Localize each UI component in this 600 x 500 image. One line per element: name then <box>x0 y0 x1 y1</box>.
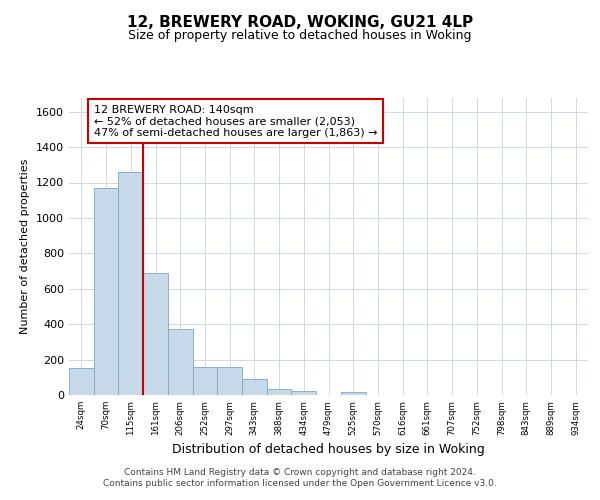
Y-axis label: Number of detached properties: Number of detached properties <box>20 158 31 334</box>
Text: 12, BREWERY ROAD, WOKING, GU21 4LP: 12, BREWERY ROAD, WOKING, GU21 4LP <box>127 15 473 30</box>
Bar <box>242 379 267 395</box>
Text: Contains HM Land Registry data © Crown copyright and database right 2024.: Contains HM Land Registry data © Crown c… <box>124 468 476 477</box>
Bar <box>292 390 316 395</box>
Text: Size of property relative to detached houses in Woking: Size of property relative to detached ho… <box>128 30 472 43</box>
Bar <box>94 188 118 395</box>
Bar <box>193 366 217 395</box>
Bar <box>69 368 94 395</box>
Bar <box>168 328 193 395</box>
Bar <box>143 273 168 395</box>
X-axis label: Distribution of detached houses by size in Woking: Distribution of detached houses by size … <box>172 443 485 456</box>
Bar <box>118 172 143 395</box>
Text: Contains public sector information licensed under the Open Government Licence v3: Contains public sector information licen… <box>103 479 497 488</box>
Bar <box>341 392 365 395</box>
Bar <box>267 389 292 395</box>
Text: 12 BREWERY ROAD: 140sqm
← 52% of detached houses are smaller (2,053)
47% of semi: 12 BREWERY ROAD: 140sqm ← 52% of detache… <box>94 104 377 138</box>
Bar <box>217 366 242 395</box>
